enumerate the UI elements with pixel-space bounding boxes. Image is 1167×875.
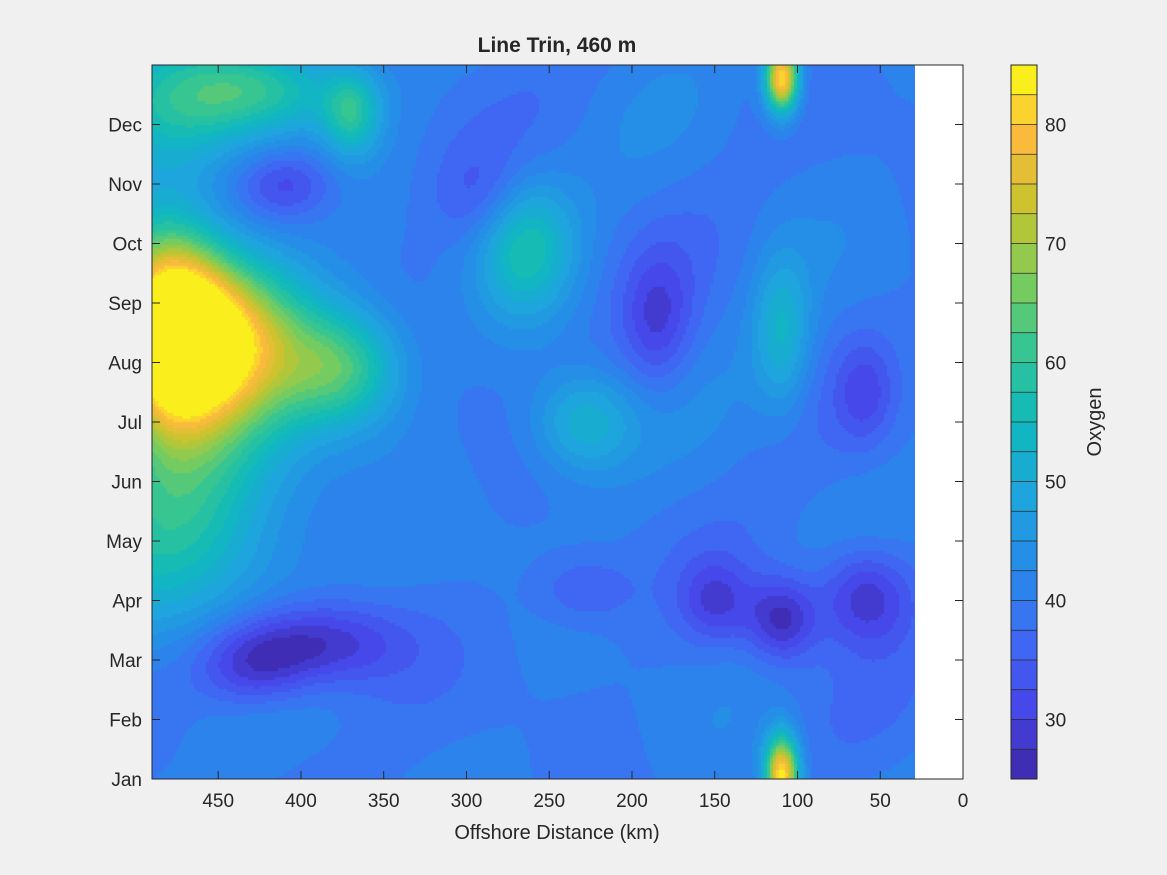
y-tick-label: May — [106, 532, 142, 553]
colorbar: 30 40 50 60 70 80 — [1010, 64, 1066, 780]
colorbar-segment — [1011, 570, 1037, 601]
colorbar-segment — [1011, 689, 1037, 720]
colorbar-segment — [1011, 719, 1037, 750]
x-tick-label: 200 — [616, 791, 648, 812]
colorbar-tick-label: 70 — [1045, 235, 1066, 256]
x-tick-label: 100 — [782, 791, 814, 812]
colorbar-segment — [1011, 749, 1037, 780]
colorbar-segment — [1011, 392, 1037, 423]
colorbar-segment — [1011, 65, 1037, 96]
colorbar-box — [1010, 64, 1038, 780]
y-tick-label: Apr — [112, 592, 142, 613]
y-axis: Jan Feb Mar Apr May Jun Jul Aug Sep Oct Nov Dec — [106, 116, 963, 791]
y-tick-label: Dec — [108, 116, 142, 137]
colorbar-segment — [1011, 511, 1037, 542]
colorbar-segment — [1011, 660, 1037, 691]
colorbar-segment — [1011, 94, 1037, 125]
colorbar-segment — [1011, 213, 1037, 244]
y-tick-label: Sep — [108, 294, 142, 315]
colorbar-segment — [1011, 273, 1037, 304]
x-axis: 450 400 350 300 250 200 150 100 50 0 — [202, 65, 968, 812]
colorbar-segment — [1011, 481, 1037, 512]
y-tick-label: Jul — [118, 413, 142, 434]
colorbar-tick-label: 50 — [1045, 473, 1066, 494]
x-tick-label: 350 — [368, 791, 400, 812]
x-tick-label: 300 — [451, 791, 483, 812]
colorbar-tick-label: 80 — [1045, 116, 1066, 137]
chart-title: Line Trin, 460 m — [478, 34, 637, 57]
colorbar-segment — [1011, 303, 1037, 334]
y-tick-label: Jan — [111, 770, 142, 791]
colorbar-tick-label: 30 — [1045, 711, 1066, 732]
y-tick-label: Oct — [112, 235, 142, 256]
x-tick-label: 50 — [870, 791, 891, 812]
colorbar-segment — [1011, 124, 1037, 155]
x-tick-label: 450 — [202, 791, 234, 812]
contour-field-container — [152, 65, 915, 779]
x-axis-label: Offshore Distance (km) — [454, 822, 659, 844]
colorbar-label: Oxygen — [1084, 388, 1106, 457]
colorbar-segment — [1011, 184, 1037, 215]
colorbar-tick-label: 60 — [1045, 354, 1066, 375]
y-tick-label: Mar — [109, 651, 142, 672]
colorbar-tick-label: 40 — [1045, 592, 1066, 613]
colorbar-segment — [1011, 630, 1037, 661]
y-tick-label: Feb — [109, 711, 142, 732]
x-tick-label: 250 — [533, 791, 565, 812]
x-tick-label: 0 — [958, 791, 969, 812]
colorbar-segment — [1011, 600, 1037, 631]
colorbar-segment — [1011, 243, 1037, 274]
colorbar-segment — [1011, 541, 1037, 572]
colorbar-segment — [1011, 451, 1037, 482]
colorbar-segment — [1011, 362, 1037, 393]
x-tick-label: 400 — [285, 791, 317, 812]
colorbar-segment — [1011, 422, 1037, 453]
y-tick-label: Aug — [108, 354, 142, 375]
colorbar-segment — [1011, 154, 1037, 185]
x-tick-label: 150 — [699, 791, 731, 812]
y-tick-label: Nov — [108, 175, 142, 196]
contour-field — [152, 65, 915, 779]
y-tick-label: Jun — [111, 473, 142, 494]
colorbar-segment — [1011, 332, 1037, 363]
